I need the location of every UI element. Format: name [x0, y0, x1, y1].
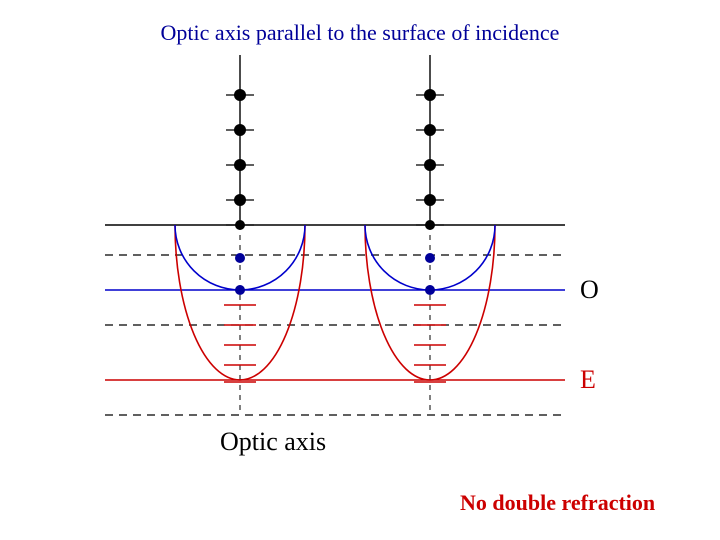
diagram-stage: Optic axis parallel to the surface of in…: [0, 0, 720, 540]
ray-0-dot-5: [235, 253, 245, 263]
caption-no-double-refraction: No double refraction: [460, 490, 655, 516]
label-O: O: [580, 275, 599, 304]
label-E: E: [580, 365, 596, 394]
ray-1-dot-5: [425, 253, 435, 263]
label-optic-axis: Optic axis: [220, 427, 326, 456]
ray-0-dot-6: [235, 285, 245, 295]
diagram-svg: O E Optic axis: [0, 0, 720, 540]
ray-1-dot-6: [425, 285, 435, 295]
